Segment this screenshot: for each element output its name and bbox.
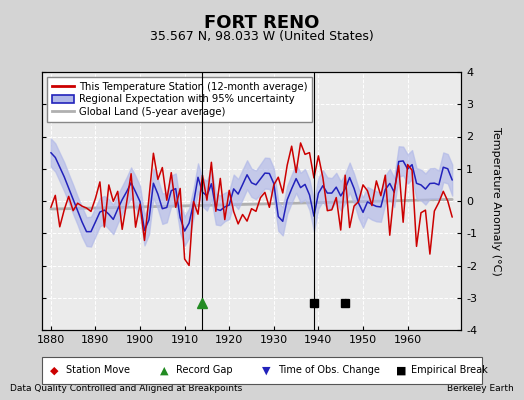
Text: Berkeley Earth: Berkeley Earth bbox=[447, 384, 514, 393]
Text: Empirical Break: Empirical Break bbox=[411, 366, 488, 375]
Text: ■: ■ bbox=[396, 366, 406, 375]
Text: ◆: ◆ bbox=[50, 366, 58, 375]
Text: Data Quality Controlled and Aligned at Breakpoints: Data Quality Controlled and Aligned at B… bbox=[10, 384, 243, 393]
Text: FORT RENO: FORT RENO bbox=[204, 14, 320, 32]
Text: ▼: ▼ bbox=[262, 366, 270, 375]
Text: Record Gap: Record Gap bbox=[176, 366, 232, 375]
Text: Station Move: Station Move bbox=[66, 366, 129, 375]
Text: Time of Obs. Change: Time of Obs. Change bbox=[278, 366, 379, 375]
Y-axis label: Temperature Anomaly (°C): Temperature Anomaly (°C) bbox=[491, 127, 501, 275]
Text: ▲: ▲ bbox=[160, 366, 168, 375]
Text: 35.567 N, 98.033 W (United States): 35.567 N, 98.033 W (United States) bbox=[150, 30, 374, 43]
Legend: This Temperature Station (12-month average), Regional Expectation with 95% uncer: This Temperature Station (12-month avera… bbox=[47, 77, 312, 122]
